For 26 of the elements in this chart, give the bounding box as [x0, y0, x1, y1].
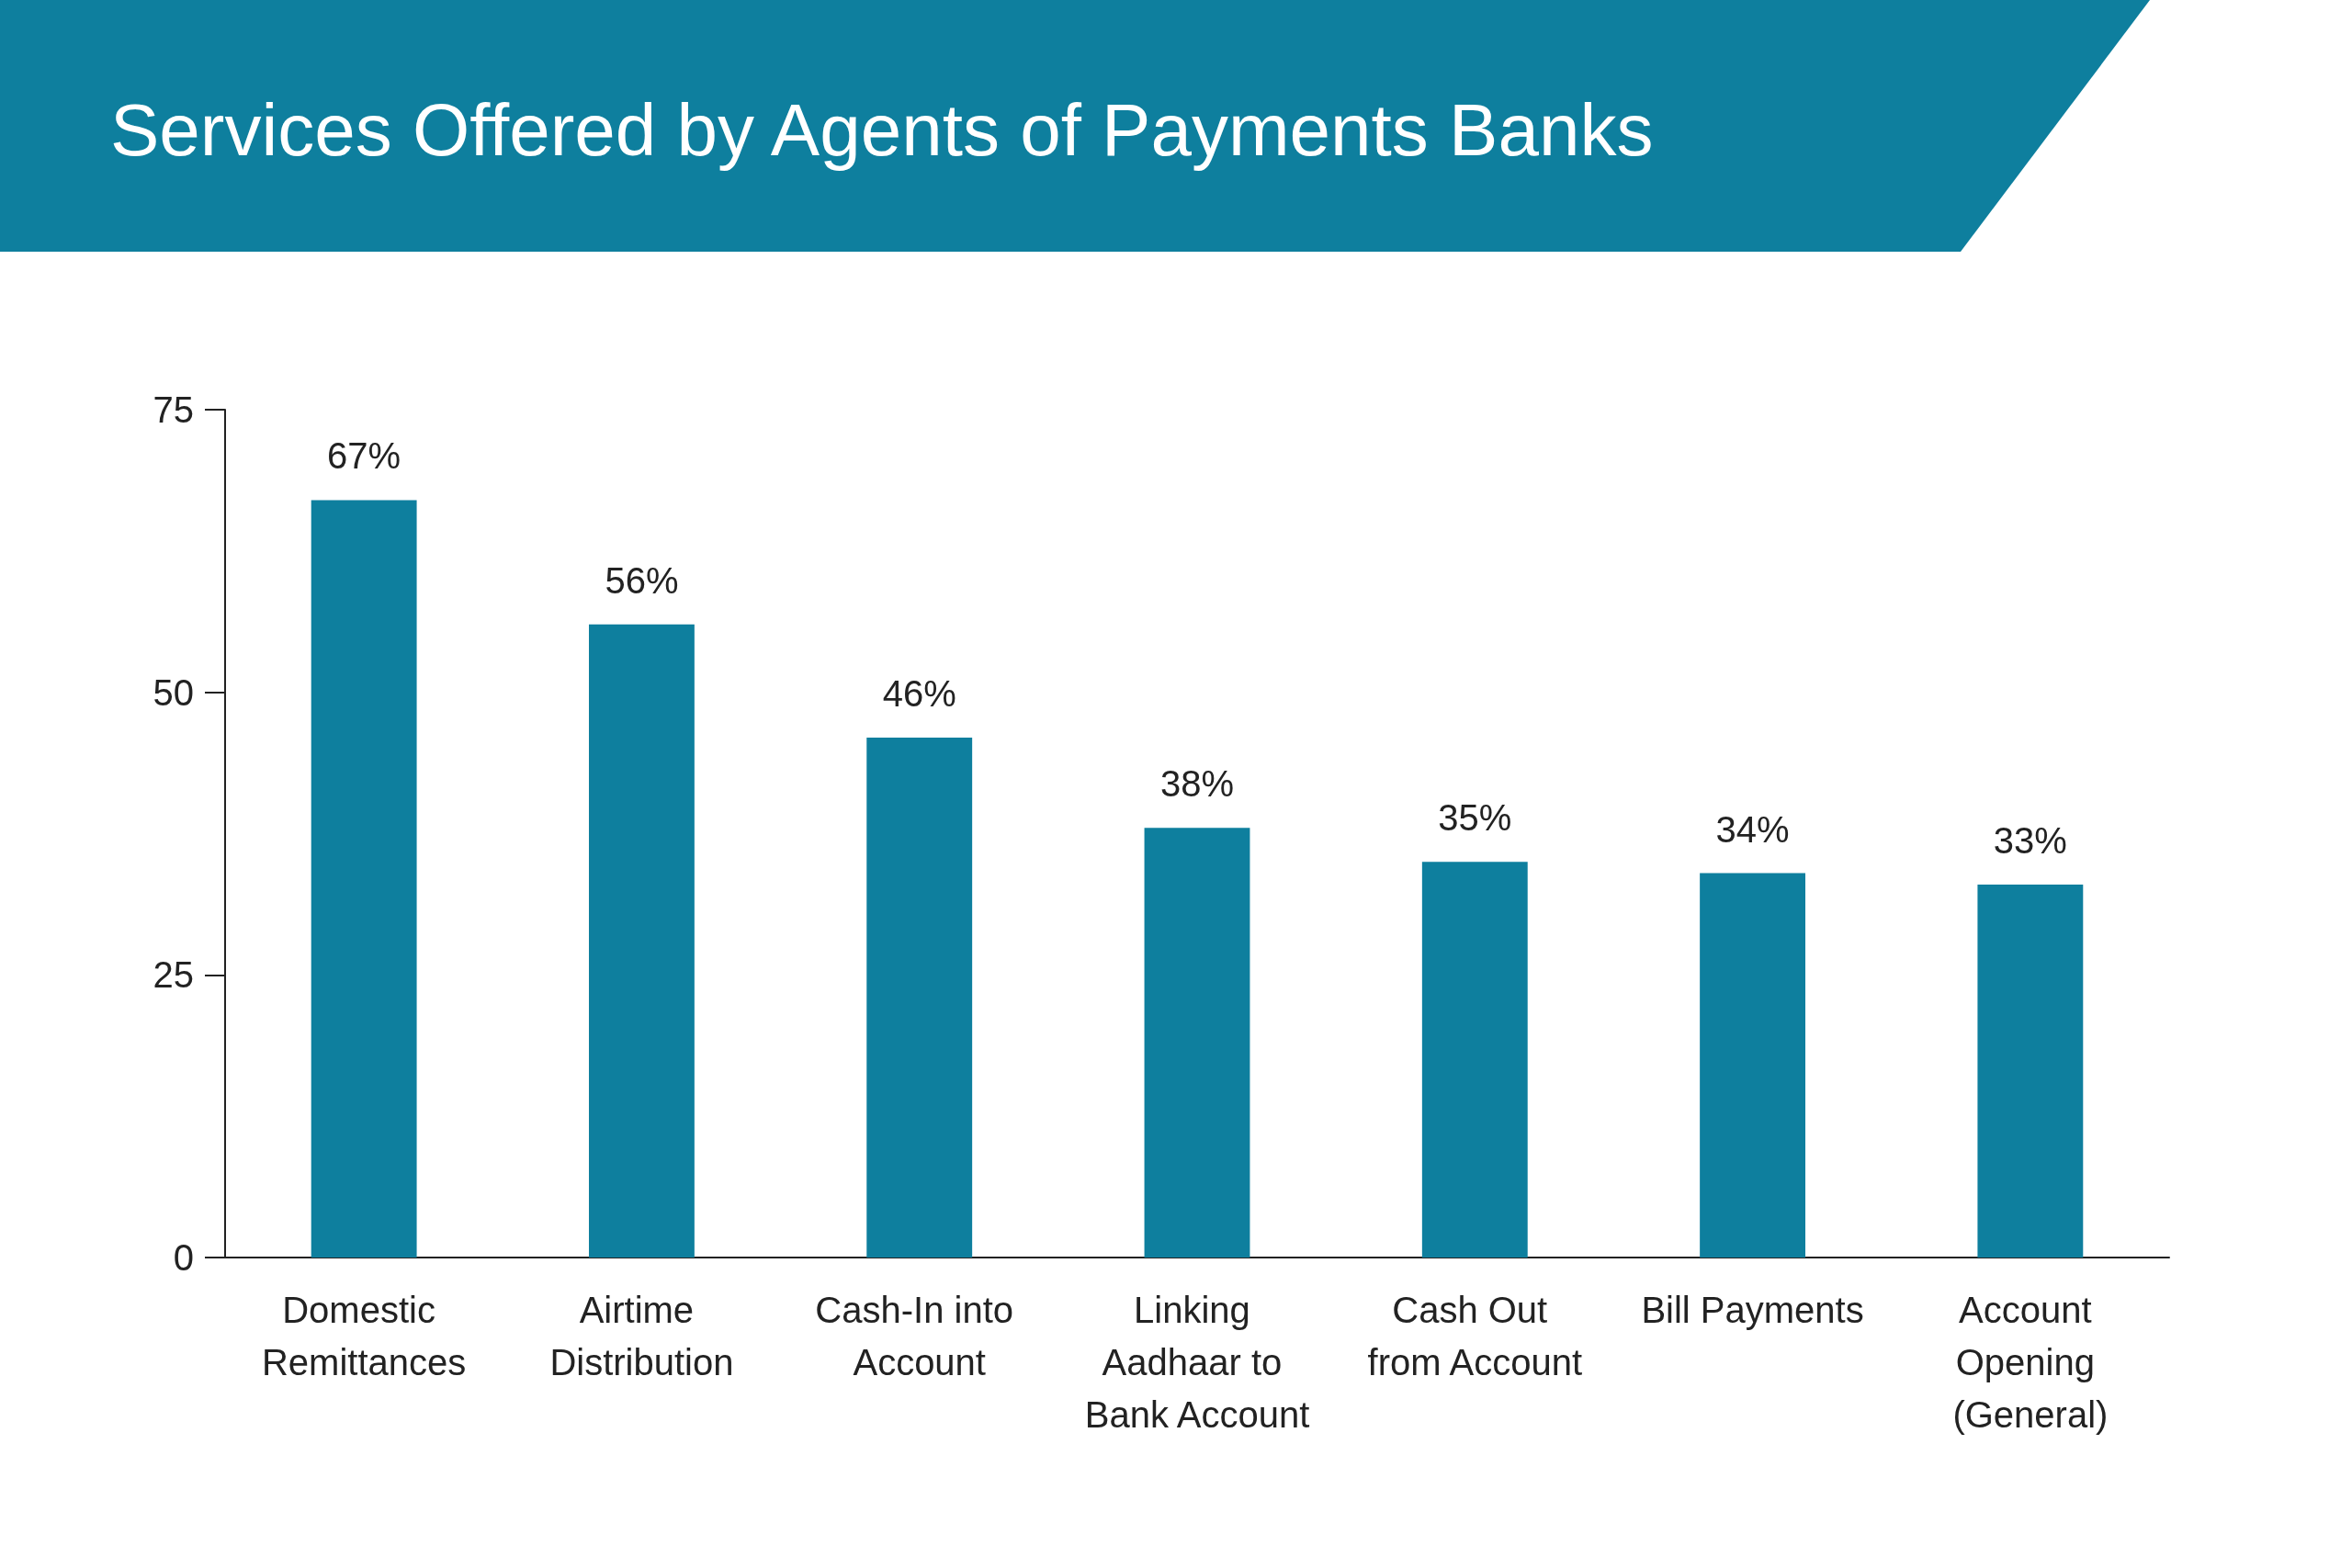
bar — [1700, 873, 1806, 1258]
bar — [588, 624, 695, 1258]
x-tick-label: Linking Aadhaar to Bank Account — [1084, 1289, 1310, 1435]
data-label: 67% — [327, 435, 401, 477]
x-tick-label: Cash Out from Account — [1367, 1289, 1582, 1382]
bar — [311, 500, 417, 1258]
y-tick-label: 75 — [153, 389, 194, 430]
x-tick-label: Account Opening (General) — [1952, 1289, 2109, 1435]
y-tick-label: 0 — [173, 1237, 194, 1278]
x-tick-label: Bill Payments — [1641, 1289, 1864, 1330]
data-label: 35% — [1438, 797, 1512, 839]
bar — [1144, 828, 1250, 1258]
bar — [1977, 884, 2084, 1258]
data-label: 56% — [605, 559, 679, 601]
bar — [1421, 862, 1528, 1258]
data-label: 38% — [1159, 763, 1235, 805]
x-tick-label: Cash-In into Account — [815, 1289, 1024, 1382]
data-label: 46% — [882, 672, 956, 714]
x-tick-label: Airtime Distribution — [549, 1289, 734, 1382]
bar — [866, 737, 973, 1258]
y-tick-label: 25 — [153, 954, 194, 996]
chart-title: Services Offered by Agents of Payments Banks — [110, 88, 1654, 173]
data-label: 33% — [1993, 819, 2067, 861]
x-tick-label: Domestic Remittances — [261, 1289, 467, 1382]
data-label: 34% — [1715, 808, 1790, 850]
y-tick-label: 50 — [153, 671, 194, 713]
